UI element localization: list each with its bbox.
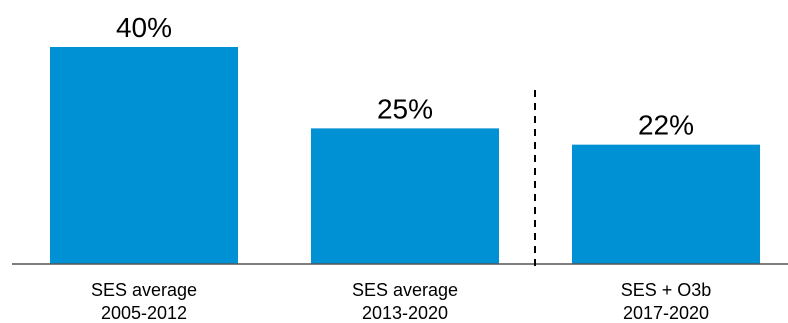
bar-2	[311, 128, 499, 264]
bar-1	[50, 47, 238, 264]
bar-value-label-2: 25%	[377, 93, 433, 124]
bar-value-label-3: 22%	[638, 110, 694, 141]
category-labels-group: SES average 2005-2012 SES average 2013-2020…	[91, 280, 711, 323]
bars-group	[50, 47, 760, 264]
category-label-1-line-1: SES average	[91, 280, 197, 300]
category-label-3-line-2: 2017-2020	[623, 303, 709, 323]
category-label-2-line-1: SES average	[352, 280, 458, 300]
category-label-2-line-2: 2013-2020	[362, 303, 448, 323]
bar-value-label-1: 40%	[116, 12, 172, 43]
category-label-3-line-1: SES + O3b	[621, 280, 712, 300]
value-labels-group: 40% 25% 22%	[116, 12, 694, 141]
category-label-1-line-2: 2005-2012	[101, 303, 187, 323]
bar-3	[572, 144, 760, 264]
